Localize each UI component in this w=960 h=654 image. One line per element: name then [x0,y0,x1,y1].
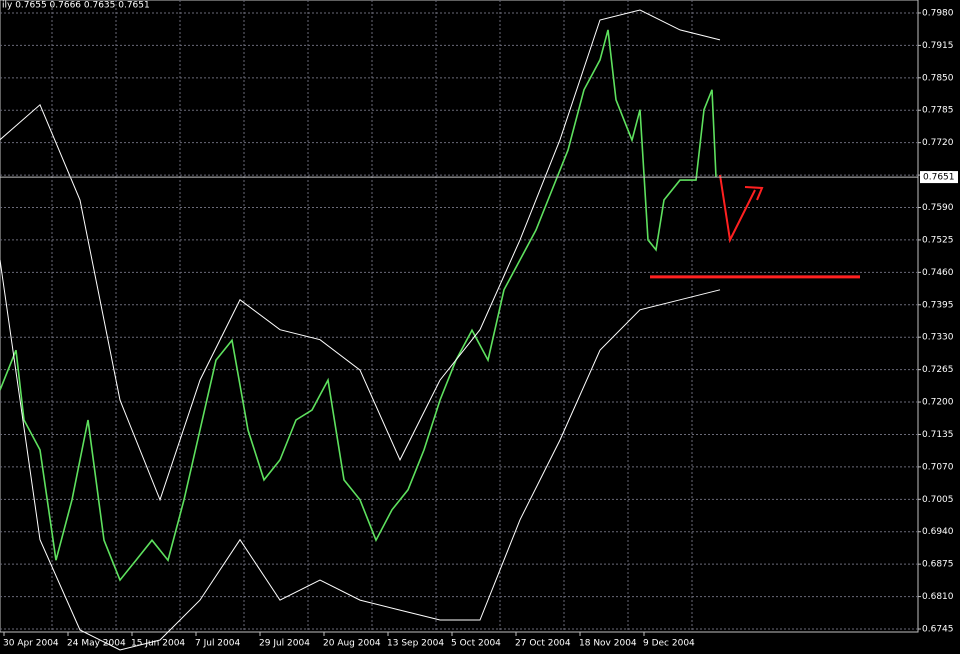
price-line [0,29,717,582]
y-tick-label: 0.7460 [922,268,954,278]
x-tick-label: 13 Sep 2004 [387,639,444,649]
last-price-box [920,171,958,184]
x-tick-label: 15 Jun 2004 [131,639,185,649]
axes: 0.79800.79150.78500.77850.77200.76550.75… [0,8,958,649]
y-tick-label: 0.7395 [922,300,954,310]
x-tick-label: 18 Nov 2004 [579,639,637,649]
y-tick-label: 0.7980 [922,8,954,18]
plot-frame [0,0,919,633]
x-tick-label: 5 Oct 2004 [451,639,501,649]
last-price-label: 0.7651 [923,173,955,183]
price-line [0,9,721,502]
y-tick-label: 0.7135 [922,430,954,440]
y-tick-label: 0.7070 [922,462,954,472]
y-tick-label: 0.7785 [922,106,954,116]
marks [0,9,860,651]
y-tick-label: 0.6875 [922,560,954,570]
y-tick-label: 0.6810 [922,592,954,602]
y-tick-label: 0.7525 [922,235,954,245]
y-tick-label: 0.7005 [922,495,954,505]
arrow-head [744,186,764,201]
y-tick-label: 0.7915 [922,41,954,51]
y-tick-label: 0.7590 [922,203,954,213]
y-tick-label: 0.7850 [922,73,954,83]
x-tick-label: 20 Aug 2004 [323,639,381,649]
y-tick-label: 0.7330 [922,333,954,343]
x-tick-label: 30 Apr 2004 [3,639,59,649]
y-tick-label: 0.7720 [922,138,954,148]
grid [0,0,918,632]
x-tick-label: 9 Dec 2004 [643,639,695,649]
x-tick-label: 7 Jul 2004 [195,639,240,649]
x-tick-label: 27 Oct 2004 [515,639,571,649]
chart-title: ily 0.7655 0.7666 0.7635 0.7651 [2,1,150,11]
projection-arrow [719,174,756,244]
y-tick-label: 0.7200 [922,398,954,408]
x-tick-label: 24 May 2004 [67,639,126,649]
y-tick-label: 0.6940 [922,527,954,537]
y-tick-label: 0.7265 [922,365,954,375]
price-line [0,259,721,651]
x-tick-label: 29 Jul 2004 [259,639,310,649]
y-tick-label: 0.6745 [922,625,954,635]
